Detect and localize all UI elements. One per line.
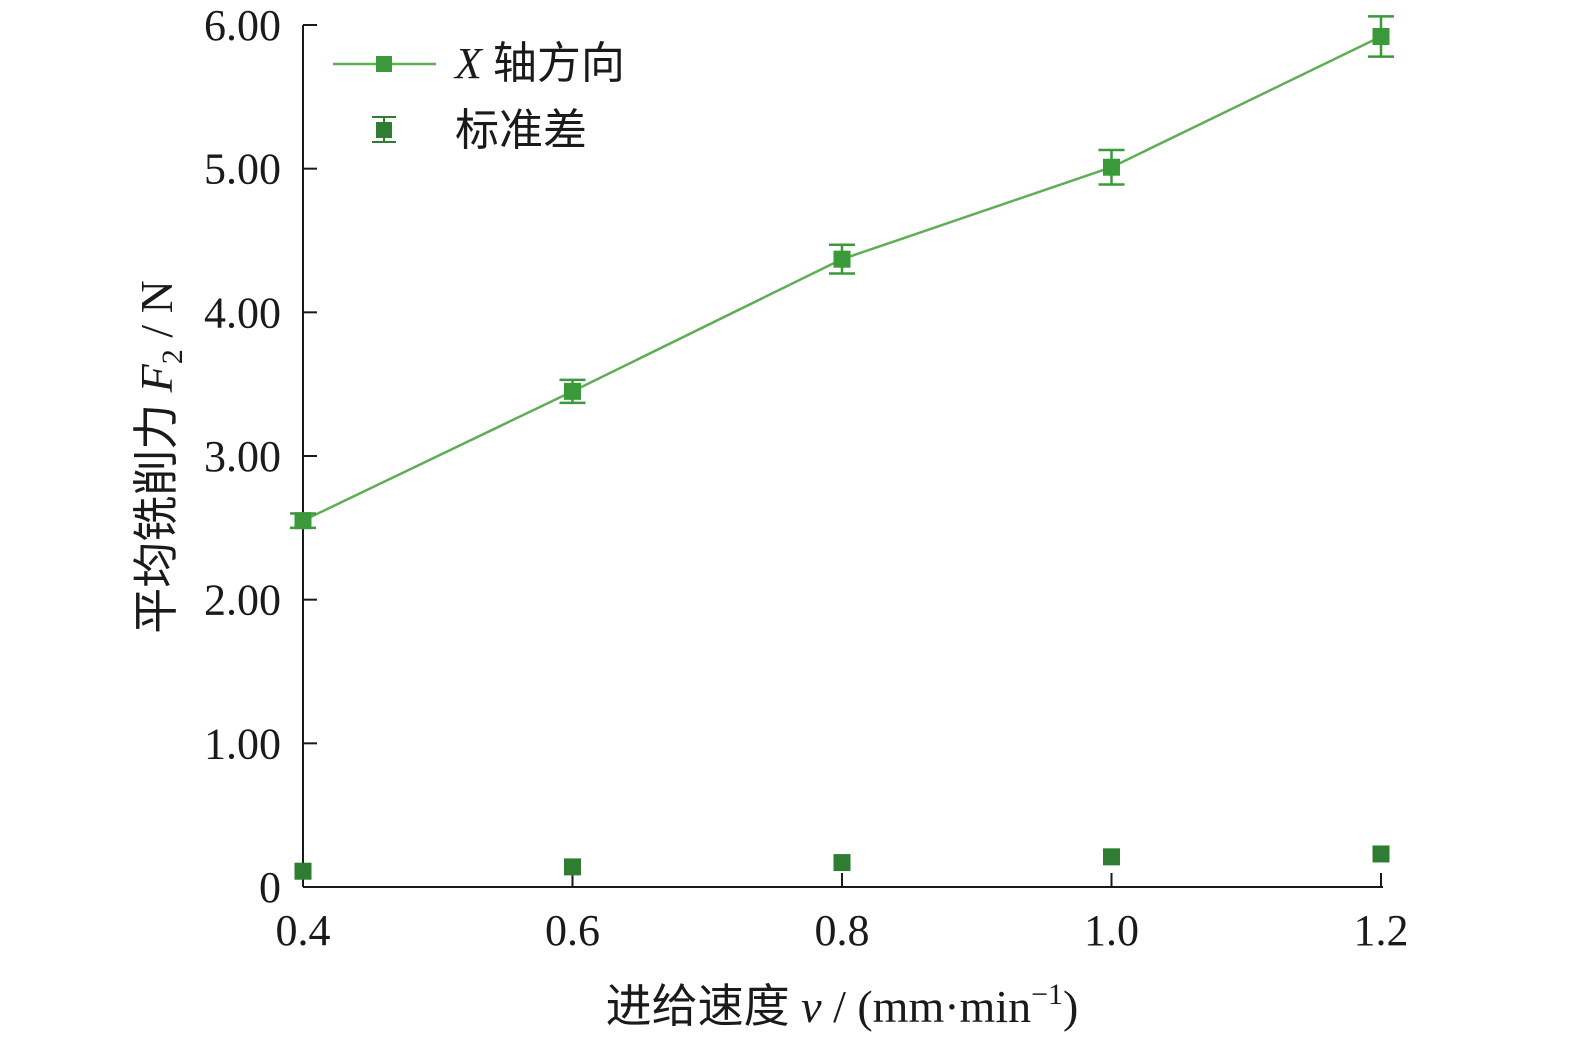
x-tick-label: 0.6 <box>545 906 600 955</box>
x-tick-label: 0.4 <box>276 906 331 955</box>
data-point-std-dev <box>564 858 581 876</box>
legend-std-square-swatch <box>376 122 392 138</box>
y-tick-label: 6.00 <box>204 1 281 50</box>
legend-entry-std-dev: 标准差 <box>372 106 587 155</box>
legend-entry-x-direction: X 轴方向 <box>333 39 625 88</box>
x-axis-title-prefix: 进给速度 <box>606 981 802 1032</box>
y-axis-title-var: F <box>131 363 182 393</box>
x-tick-label: 0.8 <box>815 906 870 955</box>
data-point-x-direction <box>833 250 851 268</box>
data-point-std-dev <box>833 854 851 872</box>
x-tick-label: 1.2 <box>1354 906 1409 955</box>
legend-label-x-direction: X 轴方向 <box>453 39 625 88</box>
data-point-std-dev <box>1103 848 1120 866</box>
y-tick-label: 5.00 <box>204 145 281 194</box>
x-axis-title-unit: / (mm·min <box>822 981 1032 1032</box>
legend-label-text: 轴方向 <box>482 39 625 88</box>
y-tick-label: 2.00 <box>204 576 281 625</box>
x-axis-title-unit-end: ) <box>1063 981 1078 1032</box>
data-point-x-direction <box>564 382 581 400</box>
legend-label-std-dev: 标准差 <box>455 106 587 155</box>
legend-square-swatch <box>376 56 392 72</box>
data-point-std-dev <box>1372 845 1390 863</box>
x-axis-title-var: v <box>801 981 822 1032</box>
data-point-x-direction <box>1103 158 1120 176</box>
y-axis-title: 平均铣削力 F2 / N <box>131 280 189 634</box>
svg-text:平均铣削力 F2 / N: 平均铣削力 F2 / N <box>131 280 189 634</box>
data-point-std-dev <box>294 862 312 880</box>
y-tick-label: 1.00 <box>204 719 281 768</box>
x-tick-label: 1.0 <box>1084 906 1139 955</box>
y-axis-title-prefix: 平均铣削力 <box>131 392 182 634</box>
x-axis-title-sup: −1 <box>1031 978 1063 1011</box>
x-axis-title: 进给速度 v / (mm·min−1) <box>606 978 1079 1032</box>
y-axis-title-sub: 2 <box>156 349 189 364</box>
y-tick-label: 4.00 <box>204 288 281 337</box>
plot-area: 0 1.00 2.00 3.00 4.00 5.00 6.00 0.4 0.6 0.8 1.0 1.2 <box>204 1 1409 955</box>
y-tick-label: 0 <box>259 863 281 912</box>
legend-label-var: X <box>453 39 484 88</box>
data-point-x-direction <box>294 512 312 530</box>
y-axis-title-unit: / N <box>131 280 182 349</box>
y-tick-label: 3.00 <box>204 432 281 481</box>
data-point-x-direction <box>1372 27 1390 45</box>
legend: X 轴方向 标准差 <box>333 39 625 155</box>
